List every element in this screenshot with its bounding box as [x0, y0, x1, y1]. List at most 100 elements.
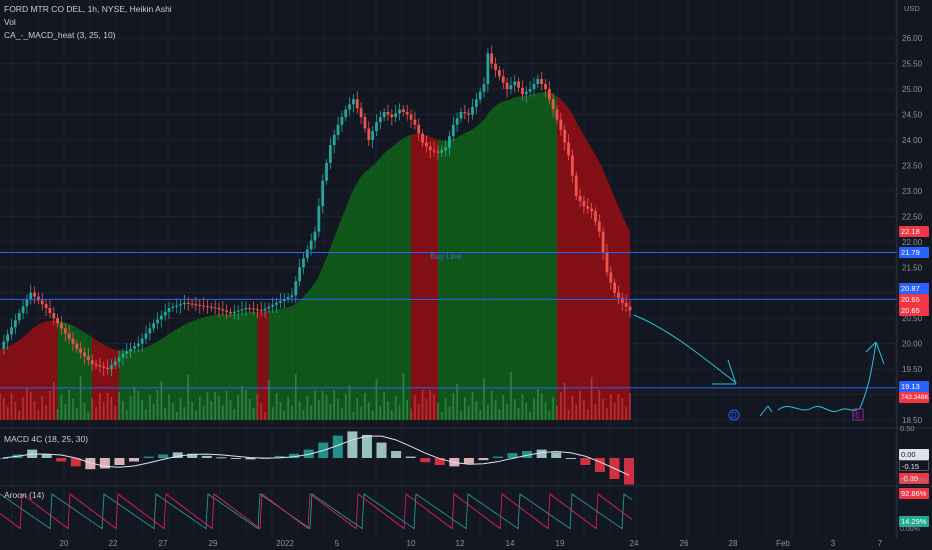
candle-body [279, 301, 282, 303]
volume-bar [218, 396, 220, 420]
macd-heat-area [326, 247, 331, 420]
candle-body [17, 313, 21, 321]
volume-bar [102, 402, 105, 420]
macd-histogram-bar [624, 458, 634, 485]
price-axis-label: 20.00 [902, 340, 923, 349]
macd-heat-area [268, 310, 273, 420]
macd-heat-area [441, 140, 446, 421]
volume-bar [352, 412, 355, 420]
macd-heat-area [484, 113, 488, 421]
volume-bar [191, 402, 193, 420]
candle-body [290, 295, 294, 298]
macd-heat-area [65, 322, 70, 420]
macd-heat-area [272, 309, 277, 420]
macd-heat-area [530, 94, 534, 421]
volume-bar [421, 390, 424, 420]
volume-bar [371, 411, 374, 420]
candle-body [263, 308, 267, 311]
price-axis-label: 19.50 [902, 365, 923, 374]
volume-bar [387, 401, 389, 420]
macd-heat-area [145, 345, 150, 420]
volume-bar [145, 409, 147, 420]
candle-body [444, 147, 448, 151]
volume-bar [517, 408, 520, 420]
currency-label: USD [904, 4, 920, 13]
macd-heat-area [195, 318, 200, 420]
macd-heat-area [103, 344, 108, 420]
volume-bar [33, 401, 36, 420]
macd-histogram-bar [347, 431, 358, 458]
candle-body [179, 304, 182, 306]
volume-bar [321, 391, 324, 420]
macd-heat-area [3, 346, 8, 420]
time-axis-label: 19 [556, 539, 565, 548]
candle-body [532, 84, 536, 90]
candle-body [190, 303, 194, 305]
price-axis-label: 22.50 [902, 212, 923, 221]
macd-heat-area [222, 313, 227, 420]
volume-bar [406, 400, 408, 420]
candle-body [198, 304, 202, 306]
volume-bar [583, 400, 585, 420]
price-axis-label: 23.00 [902, 187, 923, 196]
macd-heat-area [618, 206, 623, 420]
candle-body [221, 309, 225, 311]
candle-body [286, 297, 290, 300]
candle-body [340, 117, 344, 125]
macd-heat-area [430, 136, 435, 421]
macd-tag-hist: -0.39 [899, 473, 929, 484]
macd-heat-area [245, 312, 250, 420]
price-axis-label: 26.00 [902, 34, 923, 43]
macd-histogram-bar [143, 456, 154, 458]
macd-heat-area [541, 91, 546, 420]
macd-heat-area [307, 287, 312, 420]
macd-heat-area [384, 150, 388, 420]
candle-body [459, 112, 463, 119]
volume-bar [625, 407, 627, 420]
macd-histogram-bar [391, 451, 402, 458]
candle-body [390, 114, 394, 118]
volume-bar [333, 390, 336, 420]
time-axis-label: 22 [109, 539, 118, 548]
candle-body [248, 308, 252, 309]
candle-body [586, 206, 590, 209]
candle-body [255, 309, 259, 311]
volume-bar [548, 411, 551, 420]
candle-body [282, 299, 286, 301]
candle-body [563, 129, 567, 143]
candle-body [71, 338, 75, 344]
candle-body [252, 308, 255, 310]
volume-bar [229, 400, 232, 420]
macd-heat-area [38, 322, 43, 420]
macd-heat-area [311, 282, 315, 420]
macd-histogram-bar [56, 458, 67, 462]
candle-body [328, 145, 332, 163]
volume-bar [275, 393, 278, 420]
candle-body [217, 308, 221, 310]
volume-bar [467, 406, 470, 420]
volume-bar [452, 393, 455, 420]
volume-bar [329, 404, 332, 420]
volume-bar [521, 394, 524, 420]
candle-body [517, 81, 520, 88]
volume-bar [433, 394, 435, 420]
volume-bar [37, 410, 40, 420]
candle-body [382, 112, 386, 118]
macd-heat-area [526, 95, 531, 421]
candle-body [505, 82, 509, 90]
candle-body [359, 108, 363, 118]
volume-bar [464, 397, 466, 420]
aroon-tag-down: 92.86% [899, 488, 929, 499]
candle-body [617, 292, 620, 298]
price-axis-label: 25.00 [902, 85, 923, 94]
volume-bar [118, 392, 120, 420]
volume-bar [206, 392, 209, 420]
macd-heat-area [295, 300, 300, 420]
price-tag-close2: 20.65 [899, 305, 929, 316]
candle-body [555, 109, 559, 120]
macd-heat-area [357, 176, 362, 420]
macd-heat-area [334, 227, 339, 420]
volume-bar [6, 407, 9, 420]
volume-bar [248, 399, 251, 420]
